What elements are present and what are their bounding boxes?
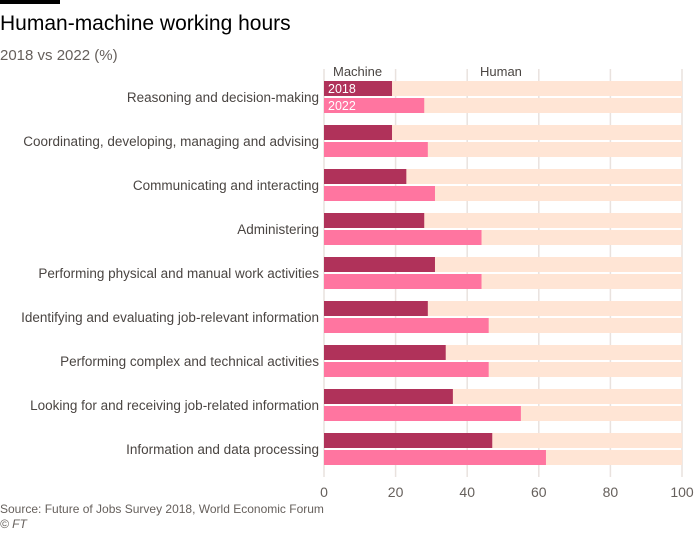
category-label: Identifying and evaluating job-relevant … bbox=[21, 310, 319, 325]
machine-bar-2018 bbox=[324, 301, 428, 316]
machine-bar-2022 bbox=[324, 362, 489, 377]
category-label: Coordinating, developing, managing and a… bbox=[23, 134, 319, 149]
copyright: © FT bbox=[0, 517, 27, 531]
machine-bar-2018 bbox=[324, 345, 446, 360]
x-tick-label: 20 bbox=[388, 484, 404, 500]
machine-column-header: Machine bbox=[333, 64, 382, 79]
machine-bar-2022 bbox=[324, 186, 435, 201]
bars: 2018 2022 bbox=[324, 81, 682, 465]
category-label: Administering bbox=[237, 222, 319, 237]
series-label-2018: 2018 bbox=[328, 82, 356, 96]
x-tick-label: 60 bbox=[531, 484, 547, 500]
machine-bar-2022 bbox=[324, 274, 482, 289]
chart-subtitle: 2018 vs 2022 (%) bbox=[0, 47, 118, 64]
category-labels: Reasoning and decision-making Coordinatin… bbox=[21, 90, 319, 457]
human-column-header: Human bbox=[480, 64, 522, 79]
category-label: Reasoning and decision-making bbox=[127, 90, 319, 105]
category-label: Communicating and interacting bbox=[133, 178, 319, 193]
machine-bar-2018 bbox=[324, 169, 407, 184]
machine-bar-2018 bbox=[324, 213, 425, 228]
x-tick-label: 100 bbox=[670, 484, 694, 500]
machine-bar-2022 bbox=[324, 230, 482, 245]
category-label: Performing complex and technical activit… bbox=[60, 354, 319, 369]
human-remainder-bar bbox=[324, 81, 682, 96]
machine-bar-2022 bbox=[324, 318, 489, 333]
category-label: Information and data processing bbox=[126, 442, 319, 457]
machine-bar-2018 bbox=[324, 81, 393, 96]
x-tick-label: 80 bbox=[603, 484, 619, 500]
machine-bar-2022 bbox=[324, 450, 546, 465]
human-remainder-bar bbox=[324, 169, 682, 184]
x-axis-ticks: 0 20 40 60 80 100 bbox=[320, 484, 694, 500]
machine-bar-2022 bbox=[324, 142, 428, 157]
machine-bar-2018 bbox=[324, 433, 493, 448]
brand-top-bar bbox=[0, 0, 60, 4]
source-note: Source: Future of Jobs Survey 2018, Worl… bbox=[0, 502, 324, 516]
chart-title: Human-machine working hours bbox=[0, 12, 291, 35]
category-label: Performing physical and manual work acti… bbox=[38, 266, 319, 281]
machine-bar-2022 bbox=[324, 98, 425, 113]
category-label: Looking for and receiving job-related in… bbox=[30, 398, 319, 413]
machine-bar-2018 bbox=[324, 257, 435, 272]
machine-bar-2018 bbox=[324, 125, 393, 140]
series-label-2022: 2022 bbox=[328, 99, 356, 113]
machine-bar-2018 bbox=[324, 389, 453, 404]
x-tick-label: 40 bbox=[459, 484, 475, 500]
machine-bar-2022 bbox=[324, 406, 521, 421]
human-remainder-bar bbox=[324, 125, 682, 140]
x-tick-label: 0 bbox=[320, 484, 328, 500]
